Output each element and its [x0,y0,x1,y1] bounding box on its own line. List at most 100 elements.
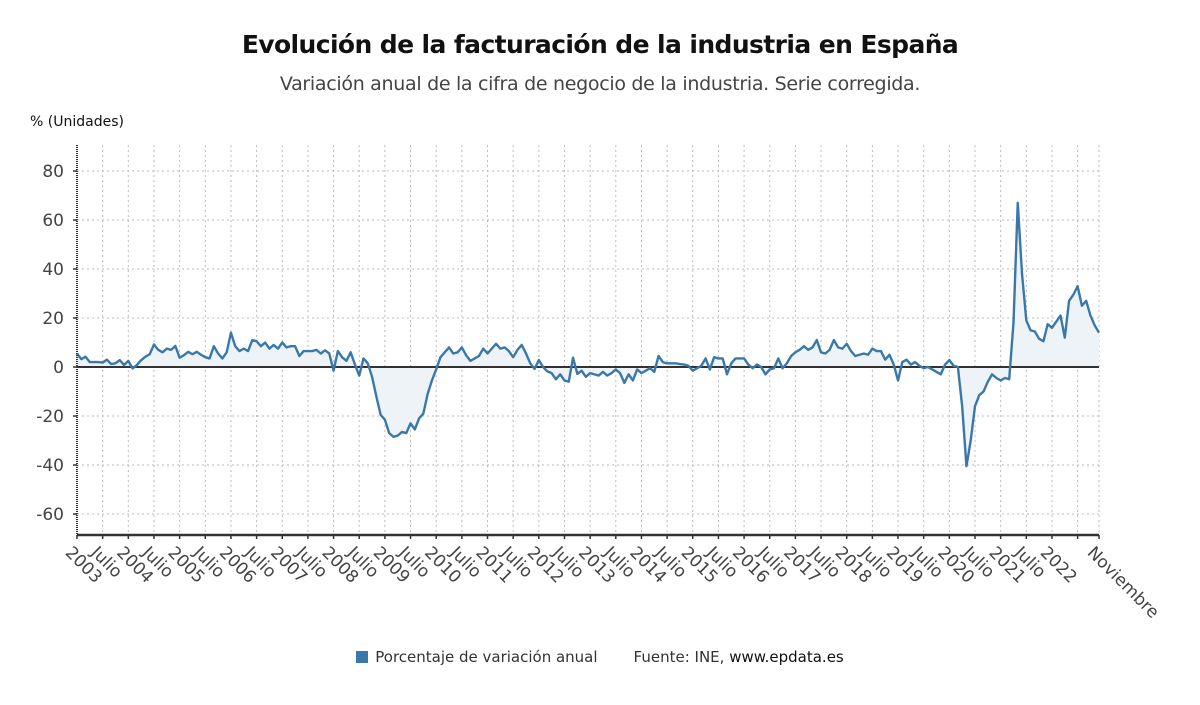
data-point[interactable] [404,431,408,435]
data-point[interactable] [913,360,917,364]
data-point[interactable] [293,344,297,348]
data-point[interactable] [656,354,660,358]
data-point[interactable] [682,362,686,366]
data-point[interactable] [182,353,186,357]
data-point[interactable] [956,365,960,369]
data-point[interactable] [156,348,160,352]
data-point[interactable] [943,362,947,366]
data-point[interactable] [147,352,151,356]
data-point[interactable] [494,342,498,346]
data-point[interactable] [708,367,712,371]
data-point[interactable] [584,375,588,379]
data-point[interactable] [712,355,716,359]
data-point[interactable] [250,338,254,342]
data-point[interactable] [391,435,395,439]
data-point[interactable] [88,360,92,364]
data-point[interactable] [169,348,173,352]
data-point[interactable] [237,349,241,353]
data-point[interactable] [883,357,887,361]
data-point[interactable] [100,360,104,364]
data-point[interactable] [879,349,883,353]
data-point[interactable] [1028,328,1032,332]
data-point[interactable] [113,361,117,365]
data-point[interactable] [1037,337,1041,341]
data-point[interactable] [515,348,519,352]
data-point[interactable] [750,366,754,370]
data-point[interactable] [776,356,780,360]
data-point[interactable] [348,350,352,354]
data-point[interactable] [678,362,682,366]
data-point[interactable] [934,370,938,374]
data-point[interactable] [340,355,344,359]
source-site-link[interactable]: www.epdata.es [729,648,844,666]
data-point[interactable] [314,348,318,352]
data-point[interactable] [186,350,190,354]
data-point[interactable] [567,380,571,384]
data-point[interactable] [464,353,468,357]
data-point[interactable] [661,360,665,364]
data-point[interactable] [917,364,921,368]
data-point[interactable] [233,344,237,348]
data-point[interactable] [387,431,391,435]
data-point[interactable] [383,417,387,421]
data-point[interactable] [866,353,870,357]
data-point[interactable] [160,350,164,354]
data-point[interactable] [772,366,776,370]
data-point[interactable] [532,367,536,371]
data-point[interactable] [485,351,489,355]
data-point[interactable] [673,361,677,365]
data-point[interactable] [554,377,558,381]
data-point[interactable] [301,349,305,353]
data-point[interactable] [849,349,853,353]
data-point[interactable] [870,346,874,350]
data-point[interactable] [490,346,494,350]
data-point[interactable] [755,362,759,366]
data-point[interactable] [579,368,583,372]
data-point[interactable] [703,356,707,360]
data-point[interactable] [780,366,784,370]
data-point[interactable] [1041,339,1045,343]
data-point[interactable] [396,433,400,437]
data-point[interactable] [904,357,908,361]
data-point[interactable] [887,353,891,357]
data-point[interactable] [254,339,258,343]
data-point[interactable] [79,357,83,361]
data-point[interactable] [1058,313,1062,317]
data-point[interactable] [242,346,246,350]
data-point[interactable] [1075,284,1079,288]
data-point[interactable] [926,365,930,369]
data-point[interactable] [96,360,100,364]
data-point[interactable] [173,344,177,348]
data-point[interactable] [130,366,134,370]
data-point[interactable] [460,345,464,349]
data-point[interactable] [857,353,861,357]
data-point[interactable] [951,364,955,368]
data-point[interactable] [815,338,819,342]
data-point[interactable] [802,344,806,348]
data-point[interactable] [370,375,374,379]
data-point[interactable] [528,361,532,365]
data-point[interactable] [827,348,831,352]
series-line[interactable] [76,201,1101,468]
data-point[interactable] [220,356,224,360]
data-point[interactable] [832,338,836,342]
data-point[interactable] [468,359,472,363]
data-point[interactable] [135,363,139,367]
data-point[interactable] [819,350,823,354]
data-point[interactable] [746,362,750,366]
data-point[interactable] [721,356,725,360]
data-point[interactable] [152,342,156,346]
data-point[interactable] [319,351,323,355]
data-point[interactable] [520,343,524,347]
data-point[interactable] [742,356,746,360]
data-point[interactable] [1007,377,1011,381]
data-point[interactable] [177,355,181,359]
data-point[interactable] [1080,304,1084,308]
data-point[interactable] [143,355,147,359]
data-point[interactable] [323,348,327,352]
data-point[interactable] [310,349,314,353]
data-point[interactable] [691,368,695,372]
data-point[interactable] [425,392,429,396]
data-point[interactable] [601,370,605,374]
data-point[interactable] [635,367,639,371]
